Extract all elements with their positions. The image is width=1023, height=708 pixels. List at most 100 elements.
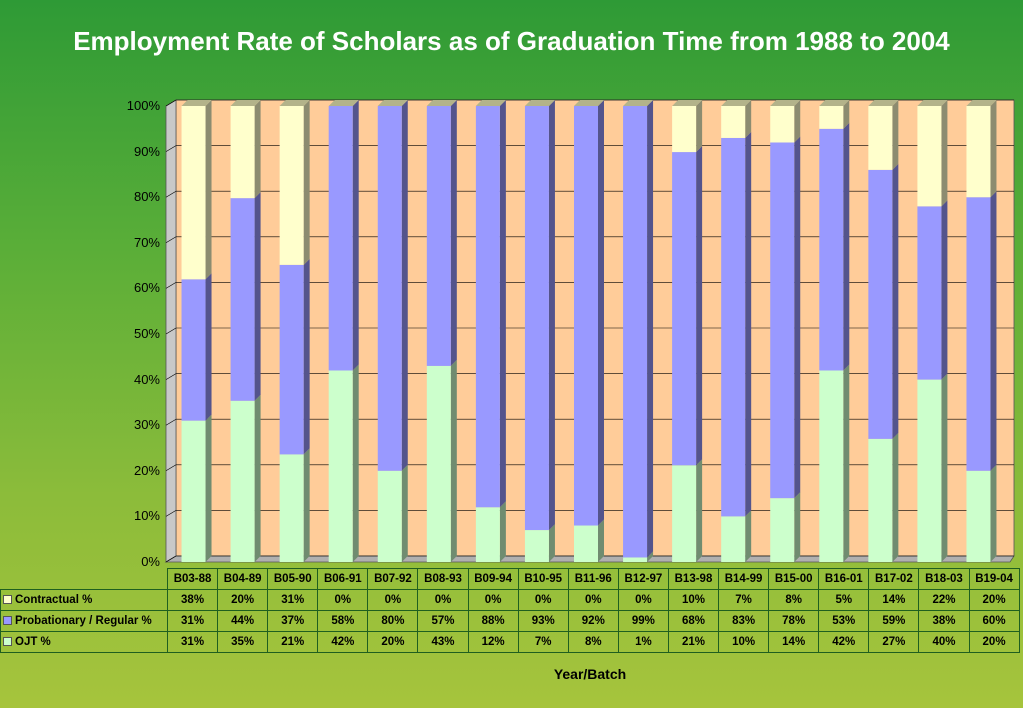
x-tick-label: B16-01 [818,568,870,590]
bar-segment [770,498,795,562]
bar-segment [770,142,795,499]
legend-label: OJT % [15,636,51,648]
x-tick-label: B19-04 [968,568,1020,590]
data-label: 93% [517,610,569,632]
gridline-side [165,282,177,289]
bar-side [696,459,703,562]
data-label: 53% [818,610,870,632]
data-label: 0% [417,589,469,611]
legend-swatch [3,637,12,647]
data-label: 8% [567,631,619,653]
data-label: 99% [617,610,669,632]
bar-side [990,191,997,471]
data-label: 20% [217,589,269,611]
gridline-side [165,464,177,472]
table-row: Probationary / Regular % 31% 44% 37% 58% 80% 5… [0,610,1020,632]
bar-segment [819,370,844,562]
bar-top [475,100,506,106]
y-tick-label: 0% [141,554,160,569]
data-label: 59% [868,610,920,632]
data-label: 31% [267,589,319,611]
y-tick-label: 50% [133,326,160,341]
bar-top [868,100,899,106]
bar-side [745,131,752,517]
bar-side [843,100,850,129]
bar-segment [966,106,991,198]
data-table: B03-88 B04-89 B05-90 B06-91 B07-92 B08-93 B09-… [0,568,1020,653]
data-label: 92% [567,610,619,632]
gridline-side [165,190,177,198]
bar-top [917,100,948,106]
table-corner [1,569,168,590]
bar-segment [574,106,598,526]
gridline-side [165,236,177,244]
bar-side [303,448,310,562]
bar-segment [279,264,304,455]
bar-segment [966,197,991,471]
table-row: OJT % 31% 35% 21% 42% 20% 43% 12% 7% 8% 1% 21% 10% 14… [0,631,1020,653]
bar-segment [426,365,451,562]
legend-entry: Contractual % [0,589,168,611]
bar-side [647,100,654,558]
bar-top [770,100,801,106]
bar-segment [770,106,795,143]
bar-segment [868,106,893,170]
data-label: 10% [667,589,720,611]
y-tick-label: 60% [133,280,160,296]
bar-segment [819,128,844,371]
bar-segment [181,279,206,421]
bar-side [696,100,703,153]
bar-side [254,100,261,199]
gridline-side [165,373,177,380]
x-tick-label: B10-95 [517,568,569,590]
x-tick-label: B18-03 [918,568,970,590]
bar-side [843,122,850,371]
bar-side [548,524,555,562]
bar-side [205,100,212,280]
x-tick-label: B04-89 [217,568,269,590]
bar-side [450,359,457,562]
bar-segment [279,106,304,265]
bar-top [623,100,654,106]
bar-side [598,519,604,562]
data-label: 10% [718,631,770,653]
bar-segment [721,516,746,562]
data-label: 20% [367,631,419,653]
bar-segment [524,106,549,531]
data-label: 38% [166,589,219,611]
data-label: 57% [417,610,469,632]
bar-segment [672,106,697,153]
bar-segment [672,152,697,466]
data-label: 5% [818,589,870,611]
x-tick-label: B06-91 [317,568,369,590]
data-label: 43% [417,631,469,653]
data-label: 0% [467,589,519,611]
bar-segment [623,106,648,558]
data-label: 20% [968,589,1020,611]
gridline-side [165,145,177,152]
y-tick-label: 20% [133,462,160,478]
data-label: 0% [567,589,619,611]
x-tick-label: B09-94 [467,568,519,590]
data-label: 60% [968,610,1020,632]
gridline-side [165,555,177,563]
bar-segment [377,106,402,471]
bar-segment [426,106,451,366]
legend-label: Contractual % [15,594,93,606]
bar-segment [377,470,402,562]
data-label: 68% [667,610,720,632]
bar-side [990,100,997,198]
bar-side [352,364,359,562]
legend-swatch [3,595,12,605]
x-tick-label: B15-00 [768,568,820,590]
bar-segment [230,400,255,562]
bar-side [892,100,899,170]
data-label: 21% [267,631,319,653]
chart-title: Employment Rate of Scholars as of Gradua… [73,26,950,56]
bar-side [254,192,261,401]
x-tick-label: B03-88 [166,568,219,590]
data-label: 0% [617,589,669,611]
y-tick-label: 80% [133,189,160,205]
bar-segment [917,379,942,562]
